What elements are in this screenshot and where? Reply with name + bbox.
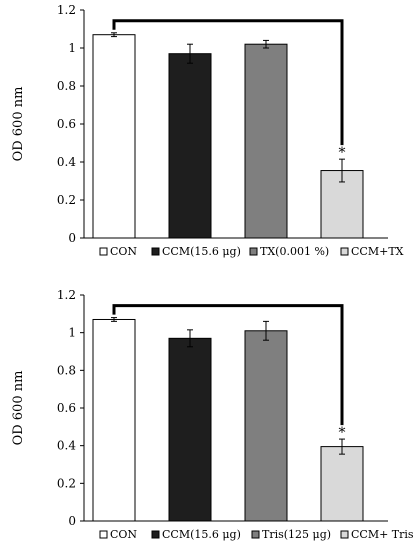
y-tick-label: 0 [68, 231, 76, 245]
significance-bracket [112, 19, 344, 146]
legend-label-4: CCM+ Tris [351, 528, 414, 541]
chart-panel-2: 0 0.2 0.4 0.6 0.8 1 1.2 OD 600 nm * CON CCM(15.6 μ… [11, 288, 414, 541]
legend-swatch-1 [99, 247, 108, 256]
y-tick-label: 1.2 [57, 3, 76, 17]
bar-2 [168, 337, 212, 522]
y-tick-label: 0.4 [57, 439, 76, 453]
legend-swatch-1 [99, 530, 108, 539]
y-axis-label: OD 600 nm [11, 87, 26, 162]
y-tick-label: 0 [68, 514, 76, 528]
y-tick-label: 0.4 [57, 155, 76, 169]
chart-panel-1: 0 0.2 0.4 0.6 0.8 1 1.2 OD 600 nm * CON CCM(15.6 μ… [11, 3, 404, 258]
significance-marker: * [339, 145, 346, 161]
legend-label-4: CCM+TX [351, 245, 404, 258]
y-tick-label: 0.2 [57, 476, 76, 490]
bar-3 [244, 330, 288, 522]
y-tick-label: 0.6 [57, 401, 76, 415]
bar-2 [168, 53, 212, 239]
legend-swatch-2 [151, 530, 160, 539]
y-tick-label: 1.2 [57, 288, 76, 302]
legend-label-2: CCM(15.6 μg) [162, 528, 241, 541]
y-tick-label: 0.8 [57, 79, 76, 93]
legend-label-1: CON [110, 245, 137, 258]
legend-label-2: CCM(15.6 μg) [162, 245, 241, 258]
legend-swatch-3 [251, 530, 260, 539]
bar-4 [320, 446, 364, 522]
bar-3 [244, 43, 288, 239]
y-tick-label: 0.8 [57, 363, 76, 377]
legend-label-3: TX(0.001 %) [260, 245, 329, 258]
legend-label-3: Tris(125 μg) [262, 528, 331, 541]
y-tick-label: 0.2 [57, 193, 76, 207]
legend-label-1: CON [110, 528, 137, 541]
legend-swatch-4 [340, 530, 349, 539]
legend-swatch-4 [340, 247, 349, 256]
significance-marker: * [339, 425, 346, 441]
significance-bracket [112, 304, 344, 426]
y-tick-label: 1 [68, 326, 76, 340]
legend-swatch-2 [151, 247, 160, 256]
legend-swatch-3 [249, 247, 258, 256]
bar-1 [92, 318, 136, 522]
y-axis-label: OD 600 nm [11, 371, 26, 446]
y-tick-label: 1 [68, 41, 76, 55]
bar-1 [92, 34, 136, 239]
y-tick-label: 0.6 [57, 117, 76, 131]
